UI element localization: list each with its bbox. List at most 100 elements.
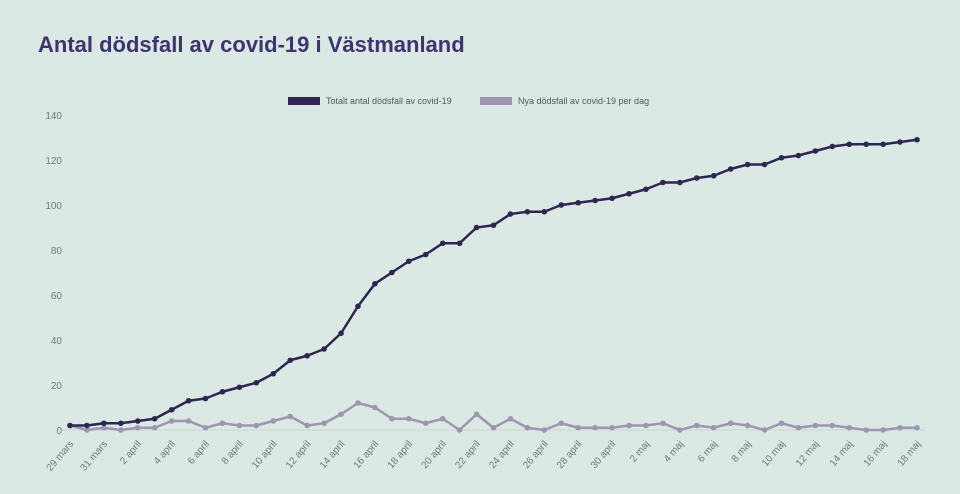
legend-swatch — [288, 97, 320, 105]
data-point — [439, 415, 446, 422]
data-point — [524, 424, 531, 431]
chart-title: Antal dödsfall av covid-19 i Västmanland — [38, 32, 465, 57]
data-point — [507, 211, 514, 217]
data-point — [812, 422, 819, 429]
x-tick-label: 31 mars — [79, 439, 111, 474]
data-point — [558, 202, 565, 208]
data-point — [643, 422, 649, 429]
data-point — [863, 141, 869, 148]
data-point — [609, 195, 615, 202]
data-point — [761, 427, 768, 433]
x-tick-label: 2 april — [118, 439, 144, 467]
data-point — [897, 424, 903, 431]
data-point — [710, 424, 717, 431]
data-point — [185, 418, 192, 424]
y-tick-label: 40 — [51, 336, 63, 347]
data-point — [710, 172, 717, 179]
data-point — [168, 406, 175, 413]
data-point — [575, 424, 581, 431]
data-point — [219, 420, 226, 427]
data-point — [321, 420, 327, 427]
x-tick-label: 24 april — [487, 439, 517, 471]
x-tick-label: 22 april — [453, 439, 483, 471]
x-tick-label: 14 maj — [828, 439, 856, 469]
x-tick-label: 6 april — [186, 439, 212, 467]
series-line — [70, 138, 918, 427]
data-point — [389, 269, 395, 276]
data-point — [541, 208, 548, 215]
y-tick-label: 60 — [51, 291, 63, 302]
data-point — [270, 370, 277, 377]
x-tick-label: 12 maj — [794, 439, 822, 469]
data-point — [507, 415, 514, 422]
data-point — [202, 395, 209, 402]
data-point — [84, 422, 90, 429]
x-tick-label: 26 april — [521, 439, 551, 471]
data-point — [406, 415, 412, 422]
data-point — [338, 330, 344, 337]
x-tick-label: 18 april — [386, 439, 416, 471]
data-point — [693, 175, 700, 181]
data-point — [812, 148, 819, 154]
x-tick-label: 2 maj — [628, 439, 652, 465]
data-point — [490, 424, 497, 431]
x-tick-label: 18 maj — [896, 439, 924, 469]
x-tick-label: 29 mars — [45, 439, 77, 474]
data-point — [355, 400, 361, 406]
data-point — [592, 424, 598, 431]
data-point — [897, 139, 903, 145]
data-point — [880, 141, 886, 148]
legend-label: Totalt antal dödsfall av covid-19 — [326, 96, 452, 106]
data-point — [355, 303, 361, 310]
data-point — [151, 415, 158, 422]
data-point — [118, 420, 124, 427]
data-point — [677, 179, 683, 186]
data-point — [372, 280, 378, 287]
y-tick-label: 80 — [51, 246, 63, 257]
x-tick-label: 16 april — [352, 439, 382, 471]
data-point — [558, 420, 565, 427]
data-point — [406, 258, 412, 265]
data-point — [236, 384, 243, 391]
x-tick-label: 4 maj — [662, 439, 686, 465]
data-point — [490, 222, 497, 229]
data-point — [727, 420, 734, 427]
data-point — [84, 427, 90, 433]
data-point — [914, 136, 920, 143]
x-tick-label: 12 april — [284, 439, 314, 471]
data-point — [439, 240, 446, 247]
x-tick-label: 28 april — [555, 439, 585, 471]
y-tick-label: 120 — [45, 156, 62, 167]
x-tick-label: 14 april — [318, 439, 348, 471]
data-point — [372, 404, 378, 411]
data-point — [626, 422, 632, 429]
x-tick-label: 8 april — [220, 439, 246, 467]
x-tick-label: 8 maj — [730, 439, 754, 465]
data-point — [727, 166, 734, 172]
data-point — [761, 161, 768, 168]
data-point — [473, 411, 480, 418]
y-tick-label: 0 — [56, 426, 62, 437]
data-point — [67, 422, 73, 429]
data-point — [456, 427, 463, 433]
data-point — [219, 388, 226, 395]
data-point — [202, 424, 209, 431]
data-point — [185, 397, 192, 404]
data-point — [829, 143, 836, 150]
data-point — [744, 161, 751, 168]
data-point — [134, 424, 141, 431]
data-point — [118, 427, 124, 433]
data-point — [863, 427, 869, 433]
x-tick-label: 6 maj — [696, 439, 720, 465]
data-point — [693, 422, 700, 429]
data-point — [253, 379, 260, 386]
data-point — [677, 427, 683, 433]
data-point — [287, 413, 294, 420]
data-point — [389, 415, 395, 422]
data-point — [778, 420, 785, 427]
data-point — [592, 197, 598, 204]
data-point — [914, 424, 920, 431]
data-point — [253, 422, 260, 429]
x-tick-label: 16 maj — [862, 439, 890, 469]
